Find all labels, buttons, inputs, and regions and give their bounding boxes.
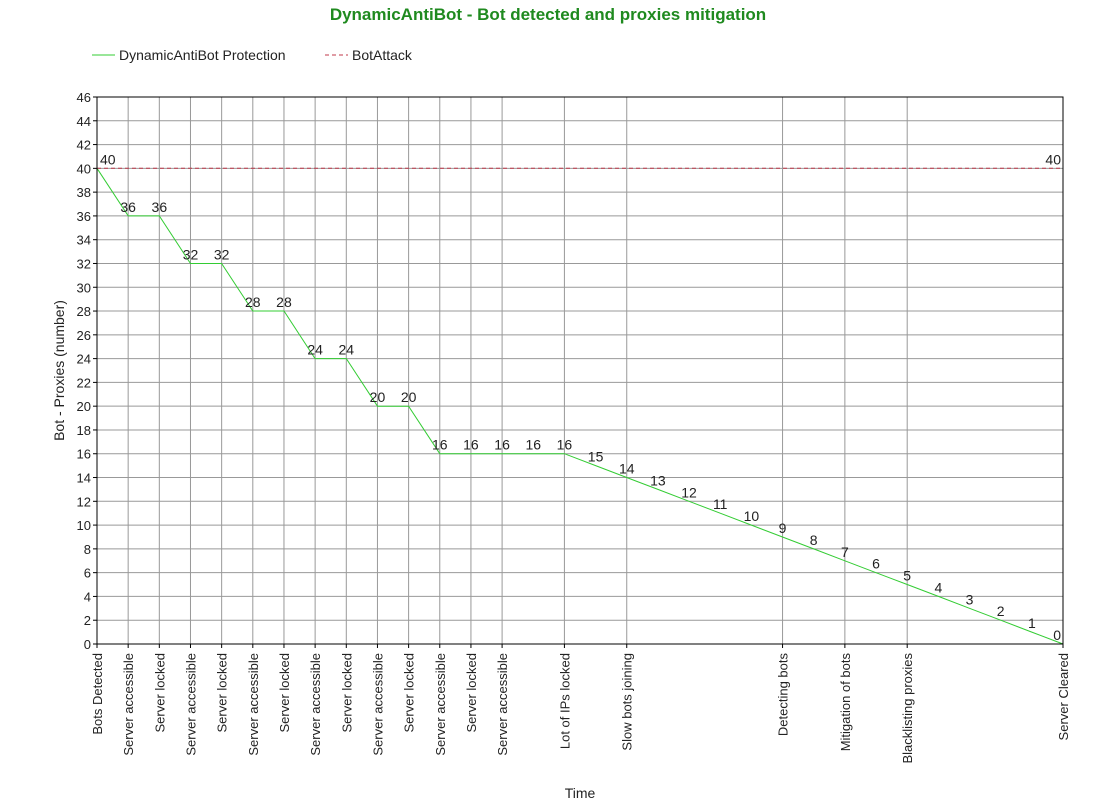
x-tick-label: Server locked <box>152 653 167 732</box>
data-label: 11 <box>713 496 728 512</box>
legend-label-protection: DynamicAntiBot Protection <box>119 47 286 63</box>
y-tick-label: 14 <box>77 471 91 486</box>
x-tick-label: Server locked <box>215 653 230 732</box>
x-tick-label: Server locked <box>402 653 417 732</box>
x-axis-ticks: Bots Detected Server accessible Server loc… <box>90 644 1071 764</box>
y-tick-label: 10 <box>77 518 91 533</box>
data-label: 16 <box>525 437 541 453</box>
x-tick-label: Slow bots joining <box>620 653 635 751</box>
data-label: 15 <box>588 449 604 465</box>
y-tick-label: 40 <box>77 161 91 176</box>
data-label: 20 <box>401 389 417 405</box>
data-label: 16 <box>494 437 510 453</box>
y-tick-label: 6 <box>84 566 91 581</box>
data-label: 16 <box>432 437 448 453</box>
data-label: 3 <box>966 591 974 607</box>
x-tick-label: Bots Detected <box>90 653 105 735</box>
data-label: 6 <box>872 556 880 572</box>
y-tick-label: 34 <box>77 233 91 248</box>
y-tick-label: 30 <box>77 280 91 295</box>
x-tick-label: Server accessible <box>183 653 198 756</box>
x-tick-label: Server locked <box>464 653 479 732</box>
y-tick-label: 18 <box>77 423 91 438</box>
data-label: 10 <box>744 508 760 524</box>
data-label: 4 <box>934 579 942 595</box>
data-label: 16 <box>463 437 479 453</box>
grid <box>97 96 1063 645</box>
y-tick-label: 22 <box>77 375 91 390</box>
data-label: 2 <box>997 603 1005 619</box>
data-label: 20 <box>370 389 386 405</box>
x-tick-label: Server Cleared <box>1056 653 1071 740</box>
data-label: 7 <box>841 544 849 560</box>
x-tick-label: Detecting bots <box>776 653 791 737</box>
data-label: 28 <box>276 294 292 310</box>
data-label: 40 <box>100 151 116 167</box>
data-label: 16 <box>557 437 573 453</box>
data-label: 32 <box>183 246 199 262</box>
data-label: 8 <box>810 532 818 548</box>
data-label: 32 <box>214 246 230 262</box>
y-tick-label: 4 <box>84 589 91 604</box>
x-tick-label: Server accessible <box>121 653 136 756</box>
x-tick-label: Server accessible <box>246 653 261 756</box>
data-label: 13 <box>650 472 666 488</box>
y-tick-label: 24 <box>77 352 91 367</box>
data-label: 40 <box>1045 151 1061 167</box>
x-tick-label: Lot of IPs locked <box>557 653 572 749</box>
x-tick-label: Blacklisting proxies <box>900 653 915 764</box>
data-label: 24 <box>307 342 323 358</box>
x-tick-label: Server accessible <box>370 653 385 756</box>
x-tick-label: Mitigation of bots <box>838 653 853 752</box>
data-label: 9 <box>779 520 787 536</box>
plot-area-frame <box>96 96 1064 645</box>
y-axis-label: Bot - Proxies (number) <box>51 300 67 441</box>
data-label: 1 <box>1028 615 1036 631</box>
x-tick-label: Server locked <box>277 653 292 732</box>
data-label: 14 <box>619 461 635 477</box>
data-label: 0 <box>1053 627 1061 643</box>
y-tick-label: 8 <box>84 542 91 557</box>
y-axis-ticks: 0246810121416182022242628303234363840424… <box>77 90 97 652</box>
series-lines <box>96 167 1064 645</box>
series-line-protection <box>96 168 1064 645</box>
chart-title: DynamicAntiBot - Bot detected and proxie… <box>330 5 766 24</box>
y-tick-label: 20 <box>77 399 91 414</box>
data-label: 36 <box>152 199 168 215</box>
legend: DynamicAntiBot Protection BotAttack <box>92 47 413 63</box>
x-tick-label: Server accessible <box>433 653 448 756</box>
data-label: 5 <box>903 568 911 584</box>
y-tick-label: 0 <box>84 637 91 652</box>
legend-label-attack: BotAttack <box>352 47 413 63</box>
x-tick-label: Server accessible <box>308 653 323 756</box>
y-tick-label: 36 <box>77 209 91 224</box>
y-tick-label: 28 <box>77 304 91 319</box>
y-tick-label: 46 <box>77 90 91 105</box>
y-tick-label: 42 <box>77 138 91 153</box>
y-tick-label: 38 <box>77 185 91 200</box>
x-tick-label: Server locked <box>339 653 354 732</box>
y-tick-label: 16 <box>77 447 91 462</box>
y-tick-label: 2 <box>84 613 91 628</box>
data-label: 36 <box>120 199 136 215</box>
y-tick-label: 12 <box>77 494 91 509</box>
data-label: 12 <box>681 484 697 500</box>
y-tick-label: 32 <box>77 256 91 271</box>
y-tick-label: 26 <box>77 328 91 343</box>
y-tick-label: 44 <box>77 114 91 129</box>
data-label: 24 <box>339 342 355 358</box>
x-tick-label: Server accessible <box>495 653 510 756</box>
x-axis-label: Time <box>565 785 596 801</box>
data-label: 28 <box>245 294 261 310</box>
